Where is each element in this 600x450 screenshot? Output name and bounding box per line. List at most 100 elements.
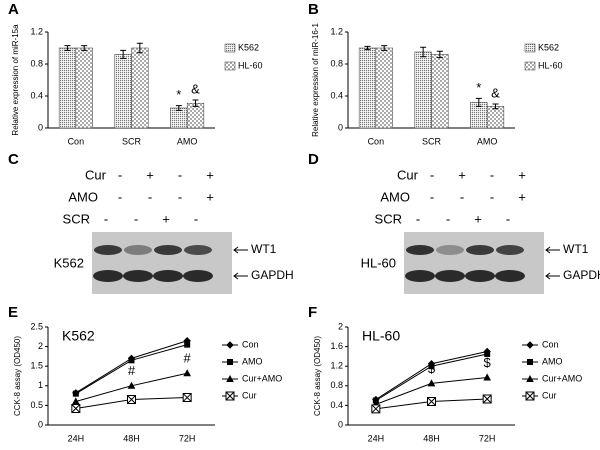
bar — [170, 107, 188, 129]
band — [435, 270, 465, 282]
y-tick-label: 1.2 — [330, 361, 343, 371]
arrow — [233, 246, 248, 254]
y-tick-label: 2 — [38, 341, 43, 351]
row-label: AMO — [68, 189, 98, 204]
bar — [375, 47, 393, 129]
point — [427, 396, 436, 406]
x-tick-label: Con — [68, 136, 85, 146]
bar — [114, 54, 132, 129]
bar — [75, 47, 93, 129]
y-tick-label: 0 — [38, 419, 43, 429]
cell-line: K562 — [54, 255, 84, 270]
arrow — [545, 272, 560, 280]
band — [153, 270, 183, 282]
y-tick-label: 2.5 — [30, 321, 43, 331]
error-bar — [64, 45, 71, 51]
y-tick-label: 0 — [338, 419, 343, 429]
arrow — [233, 272, 248, 280]
bar — [414, 51, 432, 129]
x-tick-label: AMO — [177, 136, 198, 146]
band-label: GAPDH — [251, 268, 294, 282]
panel-label: K562 — [62, 328, 95, 344]
row-label: AMO — [380, 189, 410, 204]
error-bar — [364, 45, 371, 51]
legend-swatch — [224, 43, 236, 53]
point — [484, 350, 491, 357]
error-bar — [436, 50, 443, 59]
sign: - — [490, 189, 494, 204]
error-bar — [475, 97, 482, 107]
x-tick-label: SCR — [122, 136, 142, 146]
panel-letter: A — [8, 1, 19, 18]
band — [93, 270, 123, 282]
blot-image — [92, 232, 232, 294]
bar — [486, 106, 505, 129]
band — [124, 245, 152, 255]
point — [225, 391, 235, 401]
point — [127, 381, 136, 389]
y-tick-label: 0.4 — [330, 90, 343, 100]
y-tick-label: 1.2 — [330, 26, 343, 36]
y-tick-label: 0.5 — [30, 400, 43, 410]
point — [71, 404, 81, 414]
legend-label: Cur+AMO — [542, 373, 582, 383]
y-axis-label: CCK-8 assay (OD450) — [13, 336, 22, 416]
x-tick-label: SCR — [422, 136, 442, 146]
legend-label: K562 — [538, 42, 559, 52]
band — [183, 270, 213, 282]
point — [371, 404, 381, 414]
legend-label: HL-60 — [538, 60, 563, 70]
sign: + — [206, 189, 214, 204]
y-tick-label: 0.8 — [30, 58, 43, 68]
point — [183, 369, 192, 377]
panel-letter: B — [308, 1, 319, 18]
legend-label: Cur — [242, 390, 257, 400]
bar — [131, 47, 149, 129]
error-bar — [492, 103, 499, 110]
point — [527, 359, 533, 365]
bar — [358, 47, 377, 129]
band — [94, 245, 122, 255]
point — [226, 341, 234, 349]
point — [72, 390, 79, 397]
legend-label: AMO — [242, 356, 263, 366]
x-tick-label: 72H — [179, 433, 196, 443]
arrow — [545, 246, 560, 254]
legend-label: HL-60 — [238, 60, 263, 70]
y-tick-label: 0 — [38, 122, 43, 132]
row-label: SCR — [375, 211, 402, 226]
annotation: $ — [428, 361, 436, 376]
sign: - — [148, 189, 152, 204]
error-bar — [120, 49, 127, 59]
y-tick-label: 1 — [38, 380, 43, 390]
panel-letter: F — [308, 304, 317, 321]
legend-swatch — [224, 61, 236, 71]
legend-label: Cur+AMO — [242, 373, 282, 383]
point — [182, 393, 192, 403]
sign: - — [490, 167, 494, 182]
annotation: * — [476, 80, 481, 95]
sign: - — [430, 189, 434, 204]
sign: - — [178, 167, 182, 182]
sign: + — [162, 211, 170, 226]
band — [123, 270, 153, 282]
sign: + — [458, 167, 466, 182]
sign: - — [104, 211, 108, 226]
legend-swatch — [524, 61, 536, 71]
y-axis-label: Relative expression of miR-15a — [11, 24, 20, 136]
error-bar — [192, 99, 199, 107]
x-tick-label: Con — [368, 136, 385, 146]
point — [71, 397, 80, 405]
error-bar — [381, 45, 388, 51]
point — [128, 357, 135, 364]
panel-letter: C — [8, 151, 19, 168]
row-label: Cur — [85, 167, 107, 182]
blot-image — [404, 232, 544, 294]
point — [227, 359, 233, 365]
bar — [58, 47, 77, 129]
y-axis-label: CCK-8 assay (OD450) — [313, 336, 322, 416]
error-bar — [136, 42, 143, 54]
legend-swatch — [524, 43, 536, 53]
band — [465, 270, 495, 282]
